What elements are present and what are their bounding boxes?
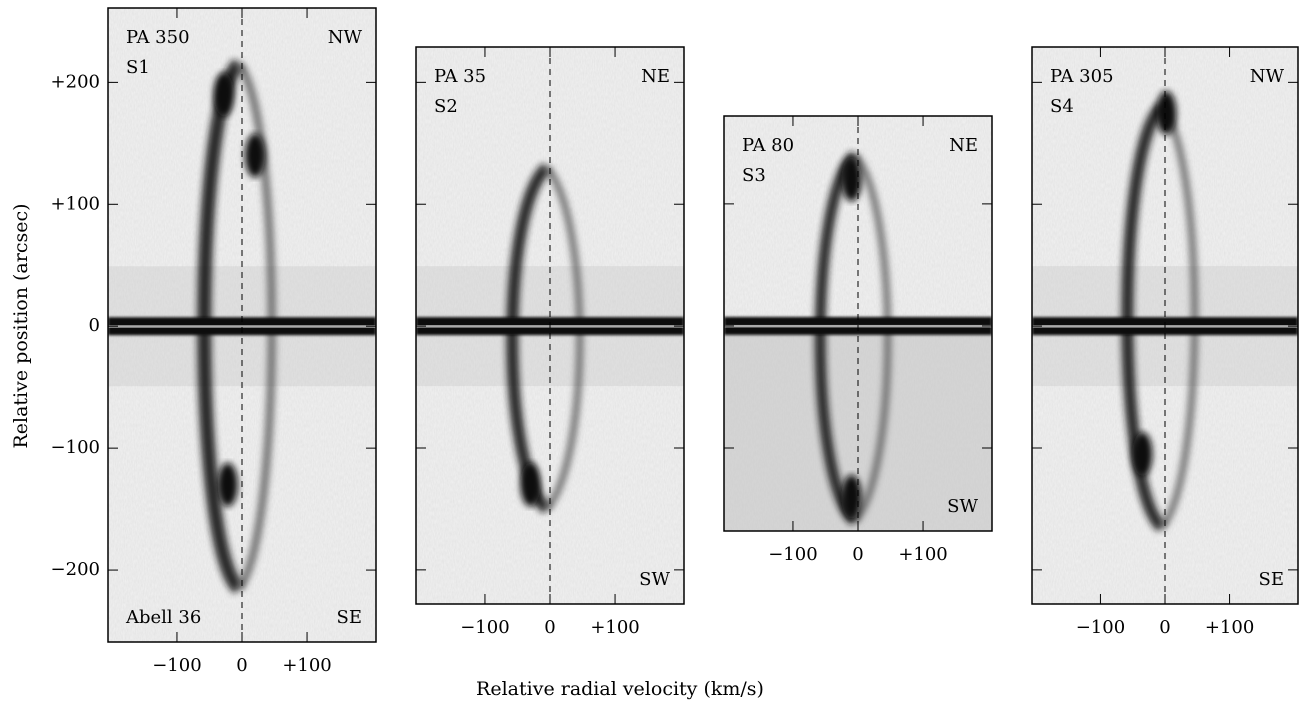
direction-top: NE xyxy=(641,66,670,87)
direction-bottom: SE xyxy=(1259,569,1284,590)
direction-top: NE xyxy=(949,135,978,156)
x-tick-label: +100 xyxy=(1205,617,1254,638)
emission-knot xyxy=(213,72,234,117)
position-angle: PA 35 xyxy=(434,66,486,87)
emission-left xyxy=(1121,102,1167,532)
x-tick-label: −100 xyxy=(768,544,817,565)
x-tick-label: 0 xyxy=(852,544,863,565)
direction-bottom: SW xyxy=(947,496,978,517)
emission-right xyxy=(851,152,892,524)
x-tick-label: −100 xyxy=(152,655,201,676)
position-angle: PA 305 xyxy=(1050,66,1114,87)
x-axis-title: Relative radial velocity (km/s) xyxy=(476,678,764,700)
x-tick-label: 0 xyxy=(236,655,247,676)
continuum-gap xyxy=(108,325,376,328)
panel: −100 0 +100 PA 80 S3 NE SW xyxy=(723,115,993,565)
x-tick-label: +100 xyxy=(282,655,331,676)
slit-label: S3 xyxy=(742,165,766,186)
slit-label: S2 xyxy=(434,96,458,117)
x-tick-label: −100 xyxy=(460,617,509,638)
x-tick-label: 0 xyxy=(544,617,555,638)
emission-knot xyxy=(1132,432,1153,477)
slit-label: S1 xyxy=(126,57,150,78)
emission-knot xyxy=(245,133,266,178)
direction-bottom: SE xyxy=(337,607,362,628)
y-tick-label: −100 xyxy=(51,437,100,458)
y-tick-label: −200 xyxy=(51,559,100,580)
position-angle: PA 350 xyxy=(126,27,190,48)
x-tick-label: +100 xyxy=(590,617,639,638)
spectrum-image xyxy=(108,8,376,642)
emission-right xyxy=(544,165,584,512)
x-tick-label: 0 xyxy=(1159,617,1170,638)
panel: −100 0 +100 −200 −100 0 +100 +200 PA 350 S1 NW SE Ab… xyxy=(51,7,377,676)
y-tick-label: 0 xyxy=(89,315,100,336)
x-tick-label: −100 xyxy=(1076,617,1125,638)
direction-bottom: SW xyxy=(639,569,670,590)
y-tick-label: +100 xyxy=(51,193,100,214)
direction-top: NW xyxy=(1250,66,1285,87)
y-axis-title: Relative position (arcsec) xyxy=(10,203,32,448)
emission-knot xyxy=(1156,90,1177,135)
panel: −100 0 +100 PA 305 S4 NW SE xyxy=(1031,46,1299,638)
emission-knot xyxy=(841,157,862,202)
position-angle: PA 80 xyxy=(742,135,794,156)
emission-knot xyxy=(217,462,238,507)
panel: −100 0 +100 PA 35 S2 NE SW xyxy=(415,46,685,638)
direction-top: NW xyxy=(328,27,363,48)
emission-left xyxy=(814,150,859,526)
emission-right xyxy=(1158,104,1199,530)
slit-label: S4 xyxy=(1050,96,1074,117)
emission-knot xyxy=(841,474,862,519)
emission-knot xyxy=(520,462,541,507)
object-name: Abell 36 xyxy=(125,607,201,628)
y-tick-label: +200 xyxy=(51,71,100,92)
x-tick-label: +100 xyxy=(898,544,947,565)
